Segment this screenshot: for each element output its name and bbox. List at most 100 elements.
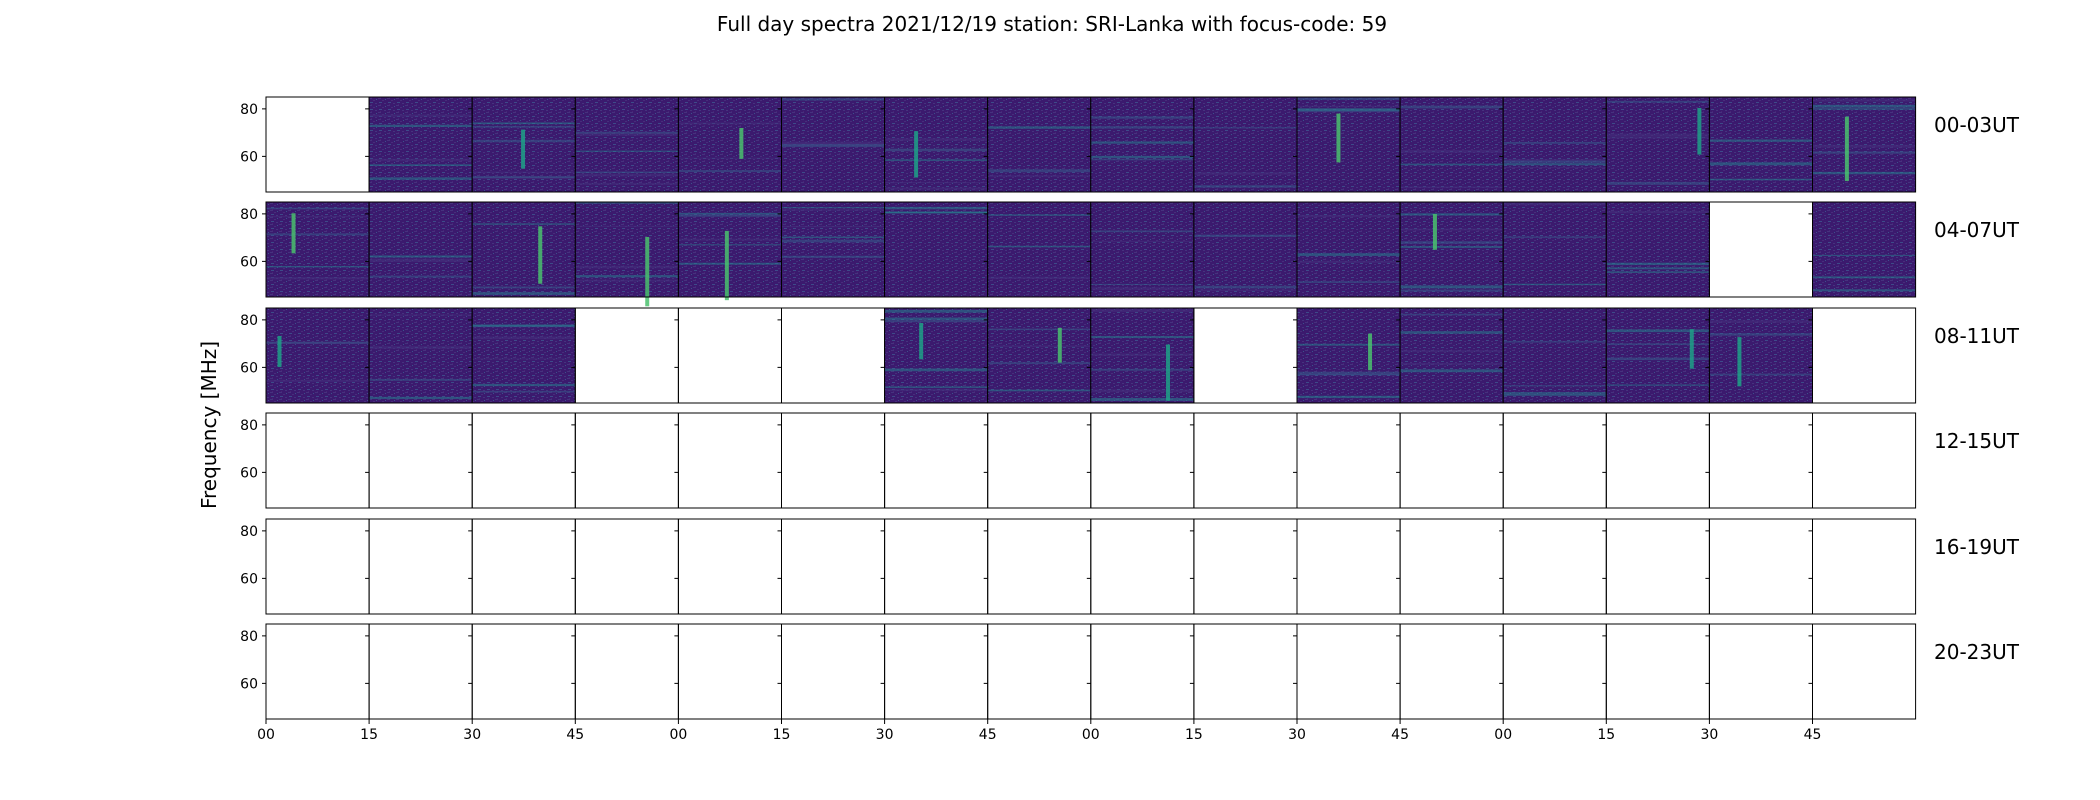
row-label: 08-11UT [1934,324,2020,348]
spectrum-panel [983,96,1092,193]
spectrum-band [1709,162,1813,166]
spectrum-band [678,214,782,217]
empty-panel [1602,623,1710,720]
spectrum-fill [987,308,1091,403]
spectrum-fill [1606,202,1710,297]
spectrum-panel [1808,201,1917,298]
spectrum-panel [1602,96,1710,193]
spectrum-band [1400,313,1504,316]
spectrum-band [1400,246,1504,248]
empty-panel [468,412,576,509]
spectrum-band [1606,329,1710,333]
spectrum-band [987,245,1091,248]
spectrum-band [369,114,473,117]
spectrum-band [1709,333,1813,336]
spectrum-band [472,223,576,225]
panel-frame [1296,412,1401,509]
burst-feature [914,131,919,178]
spectrum-panel [1189,201,1298,298]
burst-feature [1336,113,1341,163]
spectrum-band [1400,362,1504,365]
panel-frame [781,412,886,509]
spectrum-fill [1606,97,1710,192]
x-tick-label: 00 [1494,727,1512,743]
empty-panel [1499,623,1607,720]
spectrum-band [884,317,988,320]
panel-frame [1296,623,1401,720]
y-tick-label: 60 [240,360,258,376]
panel-frame [1193,412,1298,509]
spectrum-band [1503,141,1607,144]
panel-frame [677,623,783,720]
panel-frame [1708,412,1814,509]
panel-frame [1502,412,1607,509]
spectrum-band [472,383,576,387]
spectrum-band [1606,271,1710,273]
spectrum-band [1812,171,1916,175]
spectrum-fill [472,308,576,403]
spectrum-fill [884,308,988,403]
spectrum-band [1503,392,1607,394]
burst-feature [919,322,924,360]
panel-frame [368,623,473,720]
panel-frame [1090,412,1195,509]
spectrum-band [1193,127,1297,129]
y-tick-label: 60 [240,254,258,270]
spectrum-band [1606,262,1710,266]
empty-panel [365,412,473,509]
panel-frame [677,412,783,509]
spectrum-panel [674,201,783,301]
spectrum-band [1297,373,1401,376]
spectrum-panel [983,201,1092,298]
spectrum-band [1090,353,1194,356]
empty-panel [1396,412,1504,509]
spectrum-band [1297,281,1401,283]
panel-frame [1708,518,1814,615]
spectrum-band [781,209,885,211]
x-tick-label: 00 [669,727,687,743]
spectrum-panel [1499,96,1607,193]
spectrum-band [266,207,370,210]
panel-frame [265,96,370,193]
spectrum-band [1193,285,1297,289]
spectrum-band [1090,283,1194,286]
spectrum-band [884,309,988,313]
spectrum-fill [472,202,576,297]
x-tick-label: 00 [257,727,275,743]
empty-panel [468,518,576,615]
spectrum-band [369,314,473,316]
spectrum-panel [1499,307,1607,404]
y-tick-label: 60 [240,571,258,587]
spectrum-band [781,207,885,209]
spectrum-band [1400,105,1504,109]
row-label: 16-19UT [1934,535,2020,559]
spectrum-band [1090,155,1194,159]
spectrum-band [1606,181,1710,185]
x-tick-label: 30 [463,727,481,743]
spectrum-band [1606,267,1710,270]
spectrum-band [575,171,679,174]
panel-grid: 80 60 00-03UT 80 60 04-07UT 80 60 08-11UT 80 60 12-… [240,96,2020,720]
spectrum-band [472,176,576,179]
spectrum-fill [575,97,679,192]
panel-frame [1812,201,1917,298]
spectrum-band [1400,285,1504,289]
panel-frame [574,307,679,404]
spectrum-fill [1090,202,1194,297]
empty-panel [1189,518,1298,615]
spectrum-band [1400,241,1504,244]
spectrum-panel [1086,201,1195,298]
burst-feature [538,226,543,284]
spectrum-band [1606,357,1710,361]
spectrum-band [987,175,1091,177]
empty-panel [1189,307,1298,404]
empty-panel [1293,412,1401,509]
spectrum-band [678,122,782,125]
empty-panel [777,412,886,509]
spectrum-fill [1193,202,1297,297]
spectrum-band [1090,230,1194,233]
spectrum-band [369,255,473,258]
spectrum-band [1812,108,1916,110]
burst-feature [1697,107,1702,155]
